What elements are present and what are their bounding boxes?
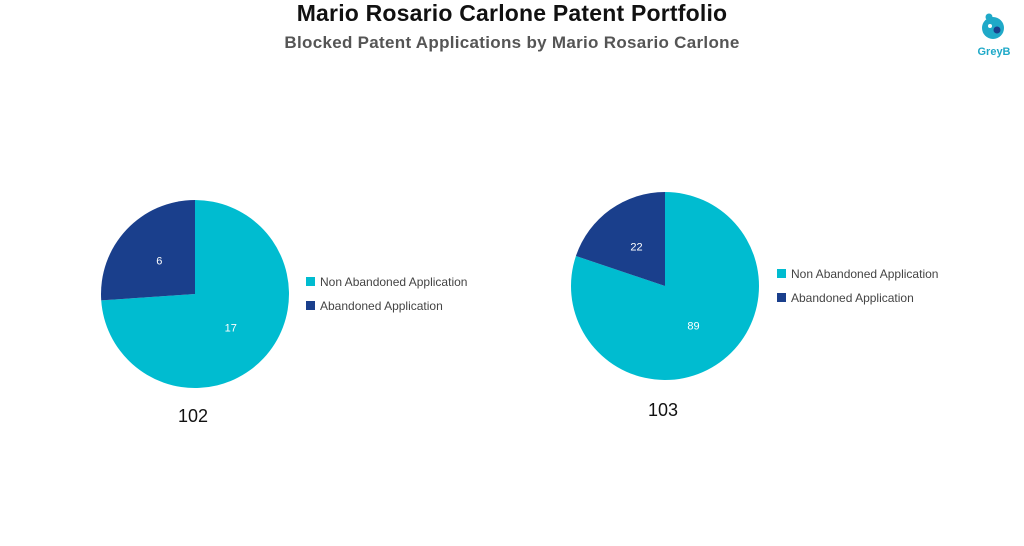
greyb-logo-icon bbox=[982, 13, 1004, 39]
pie-1-slice-1 bbox=[101, 200, 289, 389]
pie-2-slice-2 bbox=[575, 192, 665, 286]
logo-text: GreyB bbox=[977, 46, 1011, 58]
pie-2-caption: 103 bbox=[648, 400, 678, 420]
pie-2-legend-label-1: Non Abandoned Application bbox=[791, 267, 938, 281]
pie-2-legend-swatch-2 bbox=[777, 293, 786, 302]
greyb-logo: GreyB bbox=[972, 12, 1016, 62]
pie-1-legend-label-2: Abandoned Application bbox=[320, 299, 443, 313]
page-subtitle: Blocked Patent Applications by Mario Ros… bbox=[284, 33, 740, 52]
pie-1-slice-1-label: 17 bbox=[225, 322, 237, 334]
pie-1-slice-2-label: 6 bbox=[156, 256, 162, 268]
pie-1-caption: 102 bbox=[178, 406, 208, 426]
pie-2-slice-1 bbox=[570, 191, 759, 380]
pie-1-legend-swatch-2 bbox=[306, 301, 315, 310]
page-title: Mario Rosario Carlone Patent Portfolio bbox=[296, 0, 728, 26]
pie-1-legend-label-1: Non Abandoned Application bbox=[320, 275, 467, 289]
pie-2-slice-2-label: 22 bbox=[630, 241, 642, 253]
pie-1-slice-2 bbox=[101, 200, 195, 301]
pie-2-legend-label-2: Abandoned Application bbox=[791, 291, 914, 305]
pie-2-legend-swatch-1 bbox=[777, 269, 786, 278]
pie-1-legend-swatch-1 bbox=[306, 277, 315, 286]
pie-2-slice-1-label: 89 bbox=[687, 321, 699, 333]
